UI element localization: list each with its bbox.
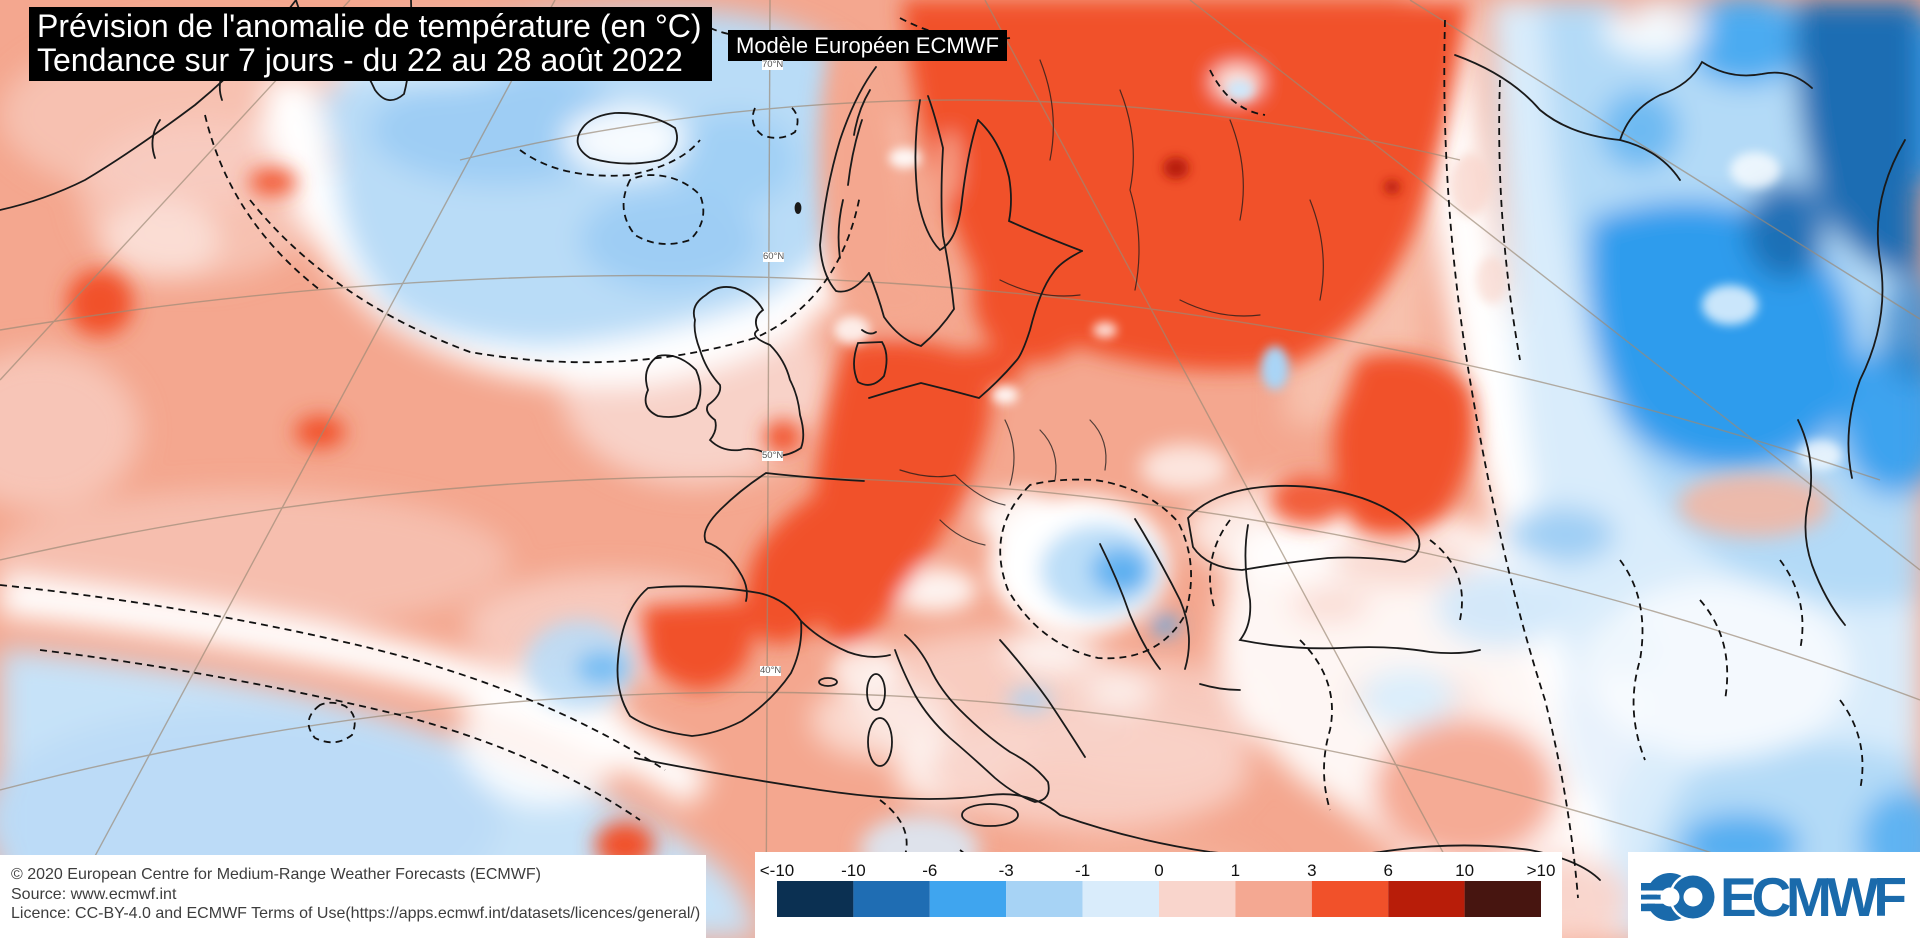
svg-text:6: 6 (1383, 861, 1392, 880)
svg-text:-1: -1 (1075, 861, 1090, 880)
svg-text:-10: -10 (841, 861, 866, 880)
svg-text:1: 1 (1231, 861, 1240, 880)
svg-text:<-10: <-10 (760, 861, 795, 880)
svg-text:0: 0 (1154, 861, 1163, 880)
svg-text:ECMWF: ECMWF (1720, 866, 1905, 928)
svg-text:-6: -6 (922, 861, 937, 880)
svg-text:10: 10 (1455, 861, 1474, 880)
svg-text:>10: >10 (1527, 861, 1556, 880)
svg-text:-3: -3 (999, 861, 1014, 880)
svg-text:3: 3 (1307, 861, 1316, 880)
